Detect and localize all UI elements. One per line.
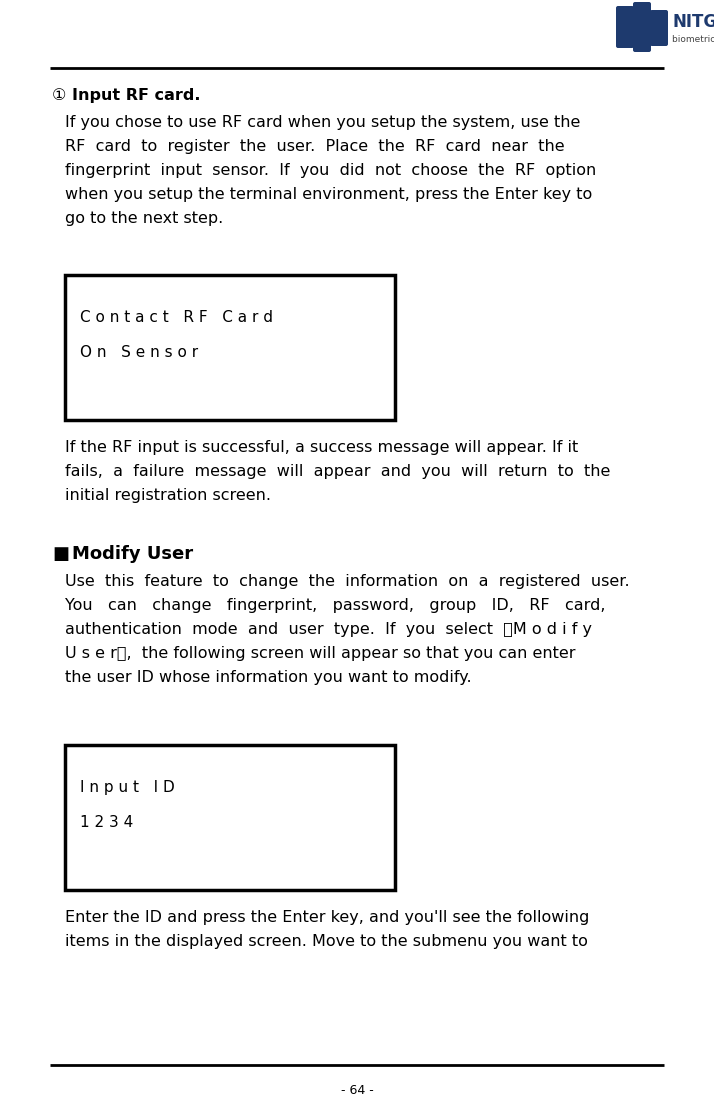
Text: O n   S e n s o r: O n S e n s o r (80, 345, 198, 359)
Text: Use  this  feature  to  change  the  information  on  a  registered  user.: Use this feature to change the informati… (65, 574, 630, 589)
Text: initial registration screen.: initial registration screen. (65, 487, 271, 503)
Text: You   can   change   fingerprint,   password,   group   ID,   RF   card,: You can change fingerprint, password, gr… (65, 598, 605, 613)
FancyBboxPatch shape (650, 10, 668, 46)
Text: the user ID whose information you want to modify.: the user ID whose information you want t… (65, 670, 472, 684)
Text: when you setup the terminal environment, press the Enter key to: when you setup the terminal environment,… (65, 187, 592, 201)
Text: - 64 -: - 64 - (341, 1083, 373, 1096)
Text: 1 2 3 4: 1 2 3 4 (80, 815, 134, 830)
Text: authentication  mode  and  user  type.  If  you  select  『M o d i f y: authentication mode and user type. If yo… (65, 622, 592, 637)
Text: Enter the ID and press the Enter key, and you'll see the following: Enter the ID and press the Enter key, an… (65, 910, 589, 925)
Text: NITGEN: NITGEN (672, 13, 714, 31)
Text: items in the displayed screen. Move to the submenu you want to: items in the displayed screen. Move to t… (65, 934, 588, 949)
Text: ■: ■ (52, 545, 69, 563)
FancyBboxPatch shape (633, 2, 651, 52)
Text: U s e r』,  the following screen will appear so that you can enter: U s e r』, the following screen will appe… (65, 646, 575, 661)
Bar (65, 745, 395, 890)
Text: Input RF card.: Input RF card. (72, 88, 201, 104)
Text: fails,  a  failure  message  will  appear  and  you  will  return  to  the: fails, a failure message will appear and… (65, 464, 610, 479)
Text: fingerprint  input  sensor.  If  you  did  not  choose  the  RF  option: fingerprint input sensor. If you did not… (65, 162, 596, 178)
Text: RF  card  to  register  the  user.  Place  the  RF  card  near  the: RF card to register the user. Place the … (65, 139, 565, 154)
Text: go to the next step.: go to the next step. (65, 211, 223, 226)
Text: I n p u t   I D: I n p u t I D (80, 780, 175, 795)
Text: Modify User: Modify User (72, 545, 193, 563)
Text: If the RF input is successful, a success message will appear. If it: If the RF input is successful, a success… (65, 440, 578, 455)
Text: ①: ① (52, 88, 66, 104)
Text: If you chose to use RF card when you setup the system, use the: If you chose to use RF card when you set… (65, 115, 580, 130)
Text: C o n t a c t   R F   C a r d: C o n t a c t R F C a r d (80, 311, 273, 325)
FancyBboxPatch shape (616, 6, 634, 48)
Bar (65, 275, 395, 420)
Text: biometric solutions: biometric solutions (672, 36, 714, 45)
